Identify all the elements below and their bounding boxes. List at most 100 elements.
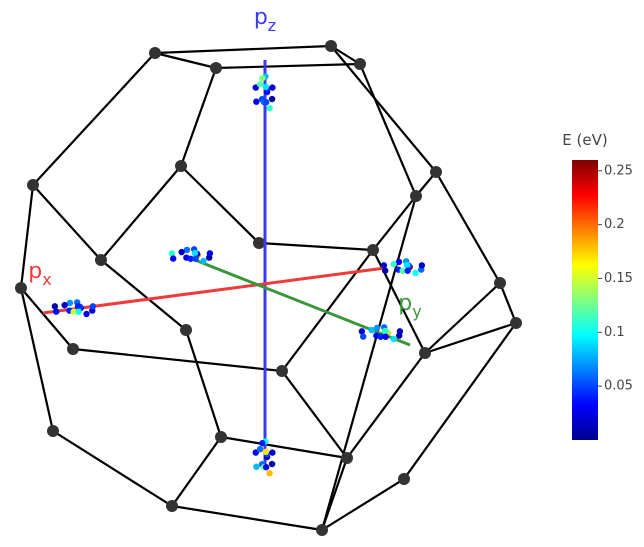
- colorbar-title: E (eV): [562, 131, 607, 149]
- point: [187, 255, 194, 262]
- point: [373, 324, 381, 332]
- edge: [320, 195, 418, 531]
- point: [262, 463, 270, 471]
- edge: [19, 287, 55, 432]
- axis-line: [42, 266, 386, 315]
- edge: [258, 241, 374, 252]
- edge: [32, 184, 102, 261]
- point: [268, 460, 276, 468]
- vertex: [341, 452, 353, 464]
- point: [269, 84, 276, 91]
- colorbar-tick-label: 0.2: [604, 217, 625, 232]
- edge: [100, 259, 187, 331]
- edge: [358, 63, 418, 197]
- point: [169, 255, 177, 262]
- axis-label: py: [398, 291, 421, 321]
- edge: [281, 249, 374, 372]
- point: [52, 308, 60, 315]
- point: [256, 80, 264, 88]
- vertex: [210, 62, 222, 74]
- axis-line: [189, 256, 411, 347]
- edge: [435, 171, 501, 284]
- vertex: [95, 254, 107, 266]
- point: [253, 98, 260, 105]
- edge: [154, 51, 217, 70]
- edge: [72, 347, 283, 373]
- vertex: [180, 324, 192, 336]
- vertex: [367, 244, 379, 256]
- vertex: [175, 160, 187, 172]
- point: [268, 95, 276, 103]
- edge: [52, 430, 173, 507]
- vertex: [510, 317, 522, 329]
- edge: [330, 45, 437, 173]
- axis-label-base: p: [28, 259, 42, 284]
- point: [70, 308, 77, 315]
- edge: [100, 165, 182, 261]
- point: [382, 333, 389, 340]
- point: [168, 250, 176, 257]
- edge: [180, 165, 260, 244]
- edge: [321, 478, 405, 531]
- point: [83, 310, 90, 318]
- point: [253, 463, 260, 470]
- edge: [171, 504, 323, 532]
- axis-label-base: p: [398, 291, 412, 316]
- axis-label: pz: [254, 5, 276, 35]
- vertex: [67, 343, 79, 355]
- point: [61, 301, 68, 309]
- point: [262, 448, 270, 456]
- edge: [346, 352, 426, 459]
- axis-label-base: p: [254, 5, 268, 30]
- point: [266, 470, 273, 477]
- colorbar-tick-label: 0.05: [604, 379, 633, 394]
- point: [390, 335, 397, 343]
- polyhedron: [15, 40, 522, 536]
- point: [399, 267, 406, 274]
- point: [75, 308, 82, 315]
- vertex: [47, 425, 59, 437]
- edge: [20, 287, 74, 350]
- point: [256, 445, 264, 453]
- point: [404, 267, 411, 274]
- point: [200, 257, 207, 265]
- point: [377, 333, 384, 340]
- point: [74, 302, 82, 310]
- colorbar: [572, 160, 598, 440]
- edge: [403, 322, 517, 480]
- vertex: [166, 500, 178, 512]
- point: [262, 98, 270, 106]
- point: [418, 262, 426, 269]
- point: [191, 249, 199, 257]
- vertex: [27, 179, 39, 191]
- point: [259, 439, 266, 447]
- point: [359, 333, 367, 340]
- vertex: [354, 58, 366, 70]
- point: [358, 328, 366, 335]
- vertex: [316, 524, 328, 536]
- vertex: [15, 282, 27, 294]
- edge: [372, 195, 417, 251]
- edge: [184, 329, 223, 438]
- axis-label-sub: x: [42, 270, 51, 289]
- vertex: [253, 237, 265, 249]
- point: [51, 303, 59, 310]
- vertex: [430, 166, 442, 178]
- axis-label: px: [28, 259, 51, 289]
- point: [380, 262, 388, 269]
- axis-label-sub: z: [268, 16, 276, 35]
- colorbar-tick-label: 0.15: [604, 271, 633, 286]
- point: [381, 267, 389, 274]
- point: [178, 248, 185, 256]
- edge: [32, 52, 156, 186]
- point: [252, 84, 259, 91]
- point: [183, 246, 191, 254]
- edge: [19, 184, 35, 289]
- point: [395, 258, 403, 266]
- colorbar-tick-label: 0.25: [604, 163, 633, 178]
- vertex: [410, 190, 422, 202]
- edge: [179, 67, 218, 167]
- edge: [154, 44, 332, 55]
- point: [396, 328, 404, 335]
- point: [381, 327, 389, 335]
